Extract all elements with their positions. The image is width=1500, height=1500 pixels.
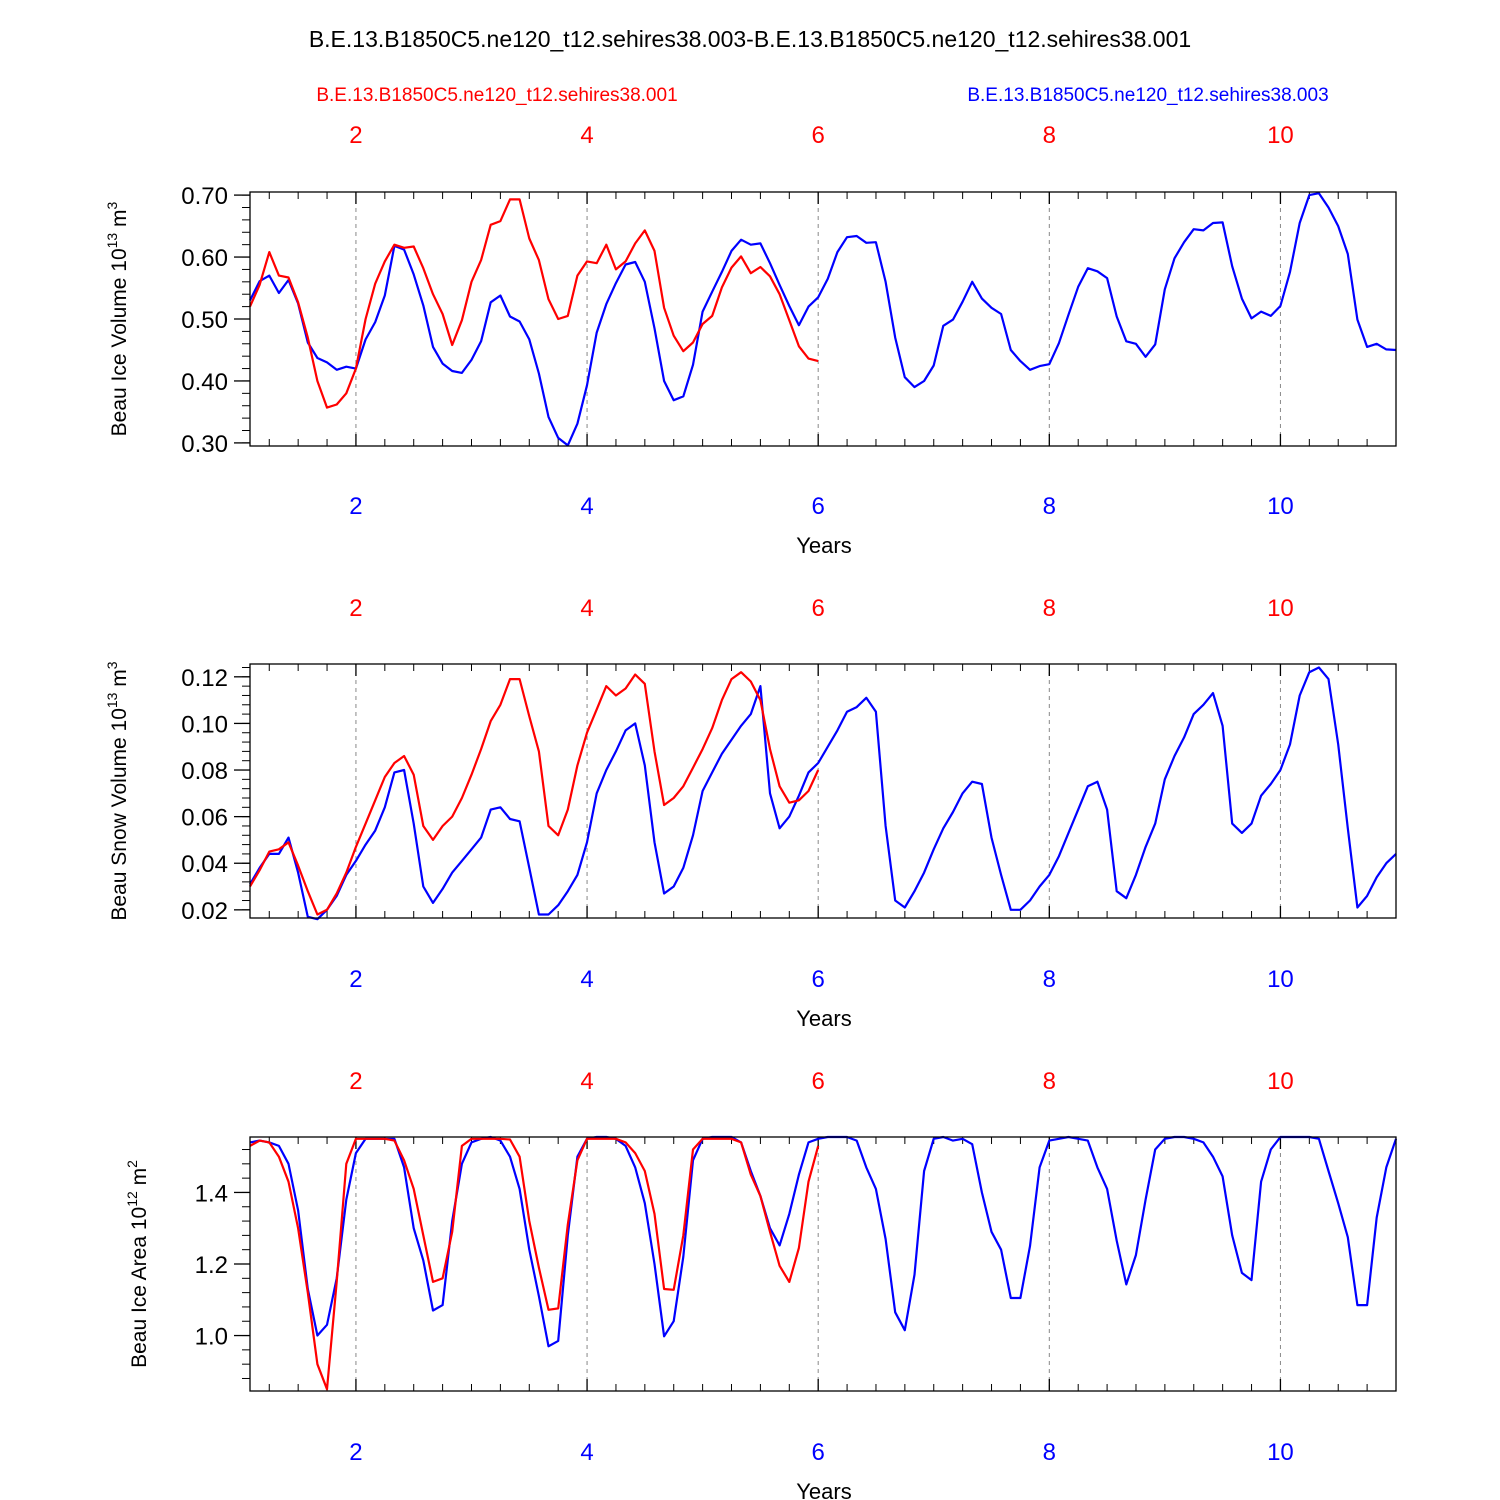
y-tick-label: 0.12 <box>181 665 228 692</box>
y-tick-label: 1.0 <box>195 1324 228 1351</box>
x-tick-label-bottom: 4 <box>580 1439 593 1466</box>
plot-frame <box>249 1136 1397 1392</box>
y-tick-label: 0.02 <box>181 898 228 925</box>
x-tick-label-bottom: 6 <box>812 493 825 520</box>
y-axis-label-exponent: 12 <box>124 1191 140 1207</box>
y-axis-label: Beau Ice Area 1012 m2 <box>124 1160 151 1368</box>
series-line-run-001 <box>249 1137 820 1391</box>
x-axis-label: Years <box>796 1479 851 1500</box>
x-tick-label-top: 6 <box>812 595 825 622</box>
y-tick-label: 1.4 <box>195 1180 228 1207</box>
y-tick-label: 0.10 <box>181 711 228 738</box>
x-tick-label-bottom: 2 <box>349 493 362 520</box>
x-tick-label-top: 2 <box>349 1068 362 1095</box>
x-tick-label-bottom: 2 <box>349 966 362 993</box>
plot-frame <box>249 191 1397 447</box>
x-tick-label-top: 2 <box>349 122 362 149</box>
y-axis-label-unit: 10 <box>108 248 131 271</box>
series-line-run-003 <box>249 1135 1398 1348</box>
y-axis-label-unit-tail: m <box>108 669 131 687</box>
chart-panel-snow-volume: 0.02 0.04 0.06 0.08 0.10 0.12 2 2 4 4 6 6 8 8 10 10 Year… <box>104 595 1397 1031</box>
x-tick-label-bottom: 2 <box>349 1439 362 1466</box>
y-tick-label: 0.04 <box>181 851 228 878</box>
x-tick-label-top: 10 <box>1267 122 1294 149</box>
x-tick-label-top: 6 <box>812 1068 825 1095</box>
x-tick-label-top: 4 <box>580 595 593 622</box>
x-tick-label-top: 10 <box>1267 595 1294 622</box>
x-tick-label-top: 4 <box>580 1068 593 1095</box>
y-axis-label-unit-tail: m <box>108 209 131 227</box>
x-tick-label-bottom: 10 <box>1267 1439 1294 1466</box>
y-axis-label: Beau Ice Volume 1013 m3 <box>104 201 131 436</box>
x-tick-label-bottom: 6 <box>812 966 825 993</box>
y-tick-label: 0.08 <box>181 758 228 785</box>
series-line-run-003 <box>249 192 1397 447</box>
chart-panel-ice-area: 1.0 1.2 1.4 2 2 4 4 6 6 8 8 10 10 Years Beau Ice Area … <box>124 1068 1398 1500</box>
x-tick-label-bottom: 10 <box>1267 966 1294 993</box>
plot-frame <box>249 663 1397 919</box>
y-axis-label-unit: 10 <box>108 708 131 731</box>
y-tick-label: 0.60 <box>181 245 228 272</box>
x-tick-label-top: 8 <box>1043 595 1056 622</box>
y-axis-label-text: Beau Snow Volume <box>108 731 131 920</box>
legend-label-run-003: B.E.13.B1850C5.ne120_t12.sehires38.003 <box>967 85 1328 106</box>
y-axis-label: Beau Snow Volume 1013 m3 <box>104 661 131 920</box>
x-tick-label-top: 6 <box>812 122 825 149</box>
figure-title: B.E.13.B1850C5.ne120_t12.sehires38.003-B… <box>309 26 1191 52</box>
x-tick-label-bottom: 4 <box>580 966 593 993</box>
y-tick-label: 0.70 <box>181 183 228 210</box>
series-line-run-003 <box>249 666 1397 921</box>
y-axis-label-unit-tail: m <box>128 1168 151 1186</box>
chart-panels: 0.30 0.40 0.50 0.60 0.70 2 2 4 4 6 6 8 8 10 10 Years Bea… <box>104 122 1398 1500</box>
x-tick-label-bottom: 8 <box>1043 966 1056 993</box>
x-tick-label-bottom: 8 <box>1043 493 1056 520</box>
x-tick-label-top: 8 <box>1043 1068 1056 1095</box>
y-axis-label-unit: 10 <box>128 1207 151 1230</box>
x-tick-label-bottom: 8 <box>1043 1439 1056 1466</box>
y-tick-label: 0.30 <box>181 431 228 458</box>
y-axis-label-exponent: 13 <box>104 692 120 708</box>
x-tick-label-top: 2 <box>349 595 362 622</box>
y-axis-label-text: Beau Ice Area <box>128 1230 151 1368</box>
y-tick-label: 1.2 <box>195 1252 228 1279</box>
y-axis-label-exponent: 13 <box>104 233 120 249</box>
y-axis-label-unit-tail-exponent: 3 <box>104 201 120 209</box>
x-tick-label-bottom: 4 <box>580 493 593 520</box>
series-line-run-001 <box>249 671 820 916</box>
series-line-run-001 <box>248 198 819 409</box>
legend-label-run-001: B.E.13.B1850C5.ne120_t12.sehires38.001 <box>316 85 677 106</box>
x-tick-label-top: 4 <box>580 122 593 149</box>
x-axis-label: Years <box>796 533 851 558</box>
y-tick-label: 0.50 <box>181 307 228 334</box>
x-tick-label-bottom: 6 <box>812 1439 825 1466</box>
y-axis-label-unit-tail-exponent: 3 <box>104 661 120 669</box>
y-tick-label: 0.40 <box>181 369 228 396</box>
x-tick-label-bottom: 10 <box>1267 493 1294 520</box>
chart-panel-ice-volume: 0.30 0.40 0.50 0.60 0.70 2 2 4 4 6 6 8 8 10 10 Years Bea… <box>104 122 1397 558</box>
y-tick-label: 0.06 <box>181 805 228 832</box>
x-axis-label: Years <box>796 1006 851 1031</box>
y-axis-label-text: Beau Ice Volume <box>108 272 131 437</box>
y-axis-label-unit-tail-exponent: 2 <box>124 1160 140 1168</box>
x-tick-label-top: 8 <box>1043 122 1056 149</box>
x-tick-label-top: 10 <box>1267 1068 1294 1095</box>
